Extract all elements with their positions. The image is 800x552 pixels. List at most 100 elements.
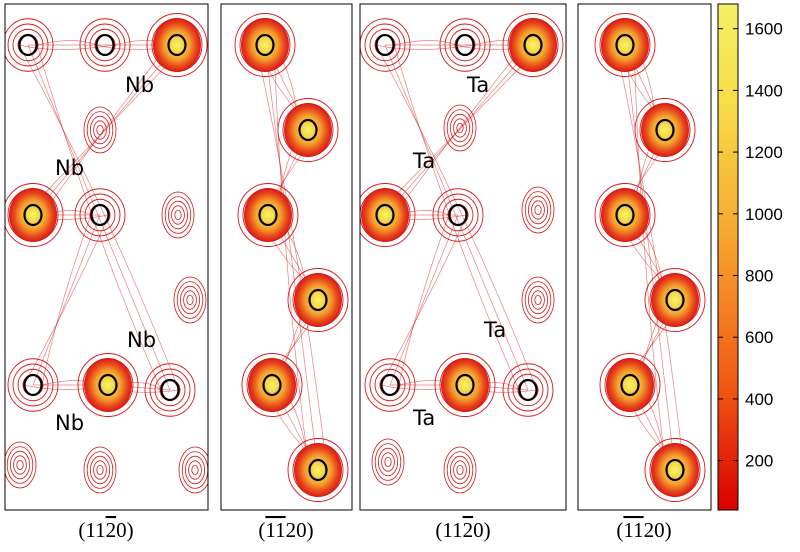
oxygen-atom-marker: [298, 118, 318, 142]
contour-ring: [456, 464, 464, 475]
contour-ring: [371, 438, 405, 486]
oxygen-atom-marker: [308, 458, 328, 482]
contour-ring: [534, 204, 542, 215]
contour-ring: [287, 438, 349, 502]
contour-ring: [369, 28, 401, 62]
density-peak: [641, 103, 689, 157]
oxygen-atom-marker: [615, 203, 635, 227]
contour-ring: [453, 460, 467, 480]
contour-ring: [524, 191, 552, 229]
contour-ring: [437, 193, 479, 237]
contour-ring: [369, 363, 411, 407]
cation-label: Ta: [483, 318, 506, 342]
contour-ring: [86, 451, 114, 489]
contour-ring: [521, 186, 555, 234]
colorbar-tick-label: 600: [745, 328, 773, 347]
contour-ring: [181, 451, 208, 489]
oxygen-atom-marker: [23, 373, 43, 397]
contour-line: [32, 214, 101, 386]
colorbar-tick-label: 400: [745, 390, 773, 409]
density-peak: [651, 443, 699, 497]
contour-ring: [360, 183, 416, 247]
contour-ring: [442, 198, 474, 232]
contour-ring: [5, 183, 64, 247]
contour-ring: [449, 455, 470, 485]
panel-frame: [577, 3, 712, 511]
contour-ring: [443, 446, 477, 494]
density-peak: [606, 358, 654, 412]
density-peak: [294, 443, 342, 497]
contour-ring: [531, 290, 545, 310]
colorbar-tick-label: 1400: [745, 81, 783, 100]
cation-label: Nb: [127, 328, 156, 352]
oxygen-atom-marker: [258, 203, 278, 227]
contour-ring: [241, 353, 303, 417]
oxygen-atom-marker: [308, 288, 328, 312]
panel-caption: (1120): [616, 518, 671, 542]
contour-ring: [167, 200, 188, 230]
contour-ring: [449, 28, 481, 62]
contour-line: [18, 44, 180, 391]
contour-ring: [79, 193, 121, 237]
oxygen-atom-marker: [23, 203, 43, 227]
panel-nb-11-2-0: Nb Nb Nb Nb: [4, 3, 209, 511]
colorbar-ticks: 1600 1400 1200 1000 800 600 400 200: [718, 20, 783, 471]
contour-ring: [144, 363, 196, 417]
contour-ring: [89, 28, 121, 62]
contour-ring: [173, 276, 207, 324]
panel-ta-1-1-2-0: [577, 3, 712, 511]
panel-frame: [359, 3, 567, 511]
contour-ring: [377, 447, 398, 477]
contour-ring: [161, 191, 195, 239]
contour-line: [27, 44, 171, 391]
contour-ring: [164, 196, 192, 234]
contour-ring: [74, 188, 126, 242]
contour-ring: [446, 109, 474, 147]
oxygen-atom-marker: [615, 33, 635, 57]
contour-map: [594, 13, 706, 502]
contour-ring: [439, 18, 491, 72]
oxygen-atom-marker: [375, 203, 395, 227]
contour-ring: [176, 281, 204, 319]
contour-ring: [90, 115, 111, 145]
cation-label: Ta: [412, 406, 435, 430]
contour-ring: [531, 200, 545, 220]
contour-ring: [507, 368, 549, 412]
contour-ring: [96, 125, 104, 136]
contour-ring: [79, 18, 131, 72]
contour-ring: [381, 452, 395, 472]
panel-nb-1-1-2-0: [220, 3, 353, 511]
density-peak: [509, 18, 557, 72]
oxygen-atom-marker: [380, 373, 400, 397]
colorbar-tick-label: 1600: [745, 20, 783, 39]
contour-ring: [644, 438, 706, 502]
contour-ring: [77, 353, 139, 417]
contour-ring: [184, 455, 205, 485]
contour-ring: [524, 281, 552, 319]
contour-ring: [594, 13, 656, 77]
contour-ring: [237, 183, 299, 247]
contour-ring: [528, 195, 549, 225]
oxygen-atom-marker: [98, 373, 118, 397]
contour-ring: [5, 441, 37, 489]
contour-ring: [446, 451, 474, 489]
contour-ring: [154, 373, 186, 407]
contour-ring: [528, 285, 549, 315]
contour-map: Ta Ta Ta Ta: [360, 13, 564, 494]
contour-ring: [434, 353, 496, 417]
contour-ring: [9, 450, 31, 480]
density-peak: [244, 188, 292, 242]
contour-line: [36, 40, 97, 46]
oxygen-atom-marker: [262, 373, 282, 397]
contour-ring: [179, 285, 200, 315]
contour-ring: [90, 455, 111, 485]
oxygen-atom-marker: [455, 373, 475, 397]
contour-ring: [599, 353, 661, 417]
density-peak: [241, 18, 289, 72]
panel-frame: [4, 3, 209, 511]
density-peak: [284, 103, 332, 157]
contour-line: [255, 44, 328, 471]
contour-ring: [83, 446, 117, 494]
contour-ring: [84, 23, 126, 67]
density-peak: [84, 358, 132, 412]
